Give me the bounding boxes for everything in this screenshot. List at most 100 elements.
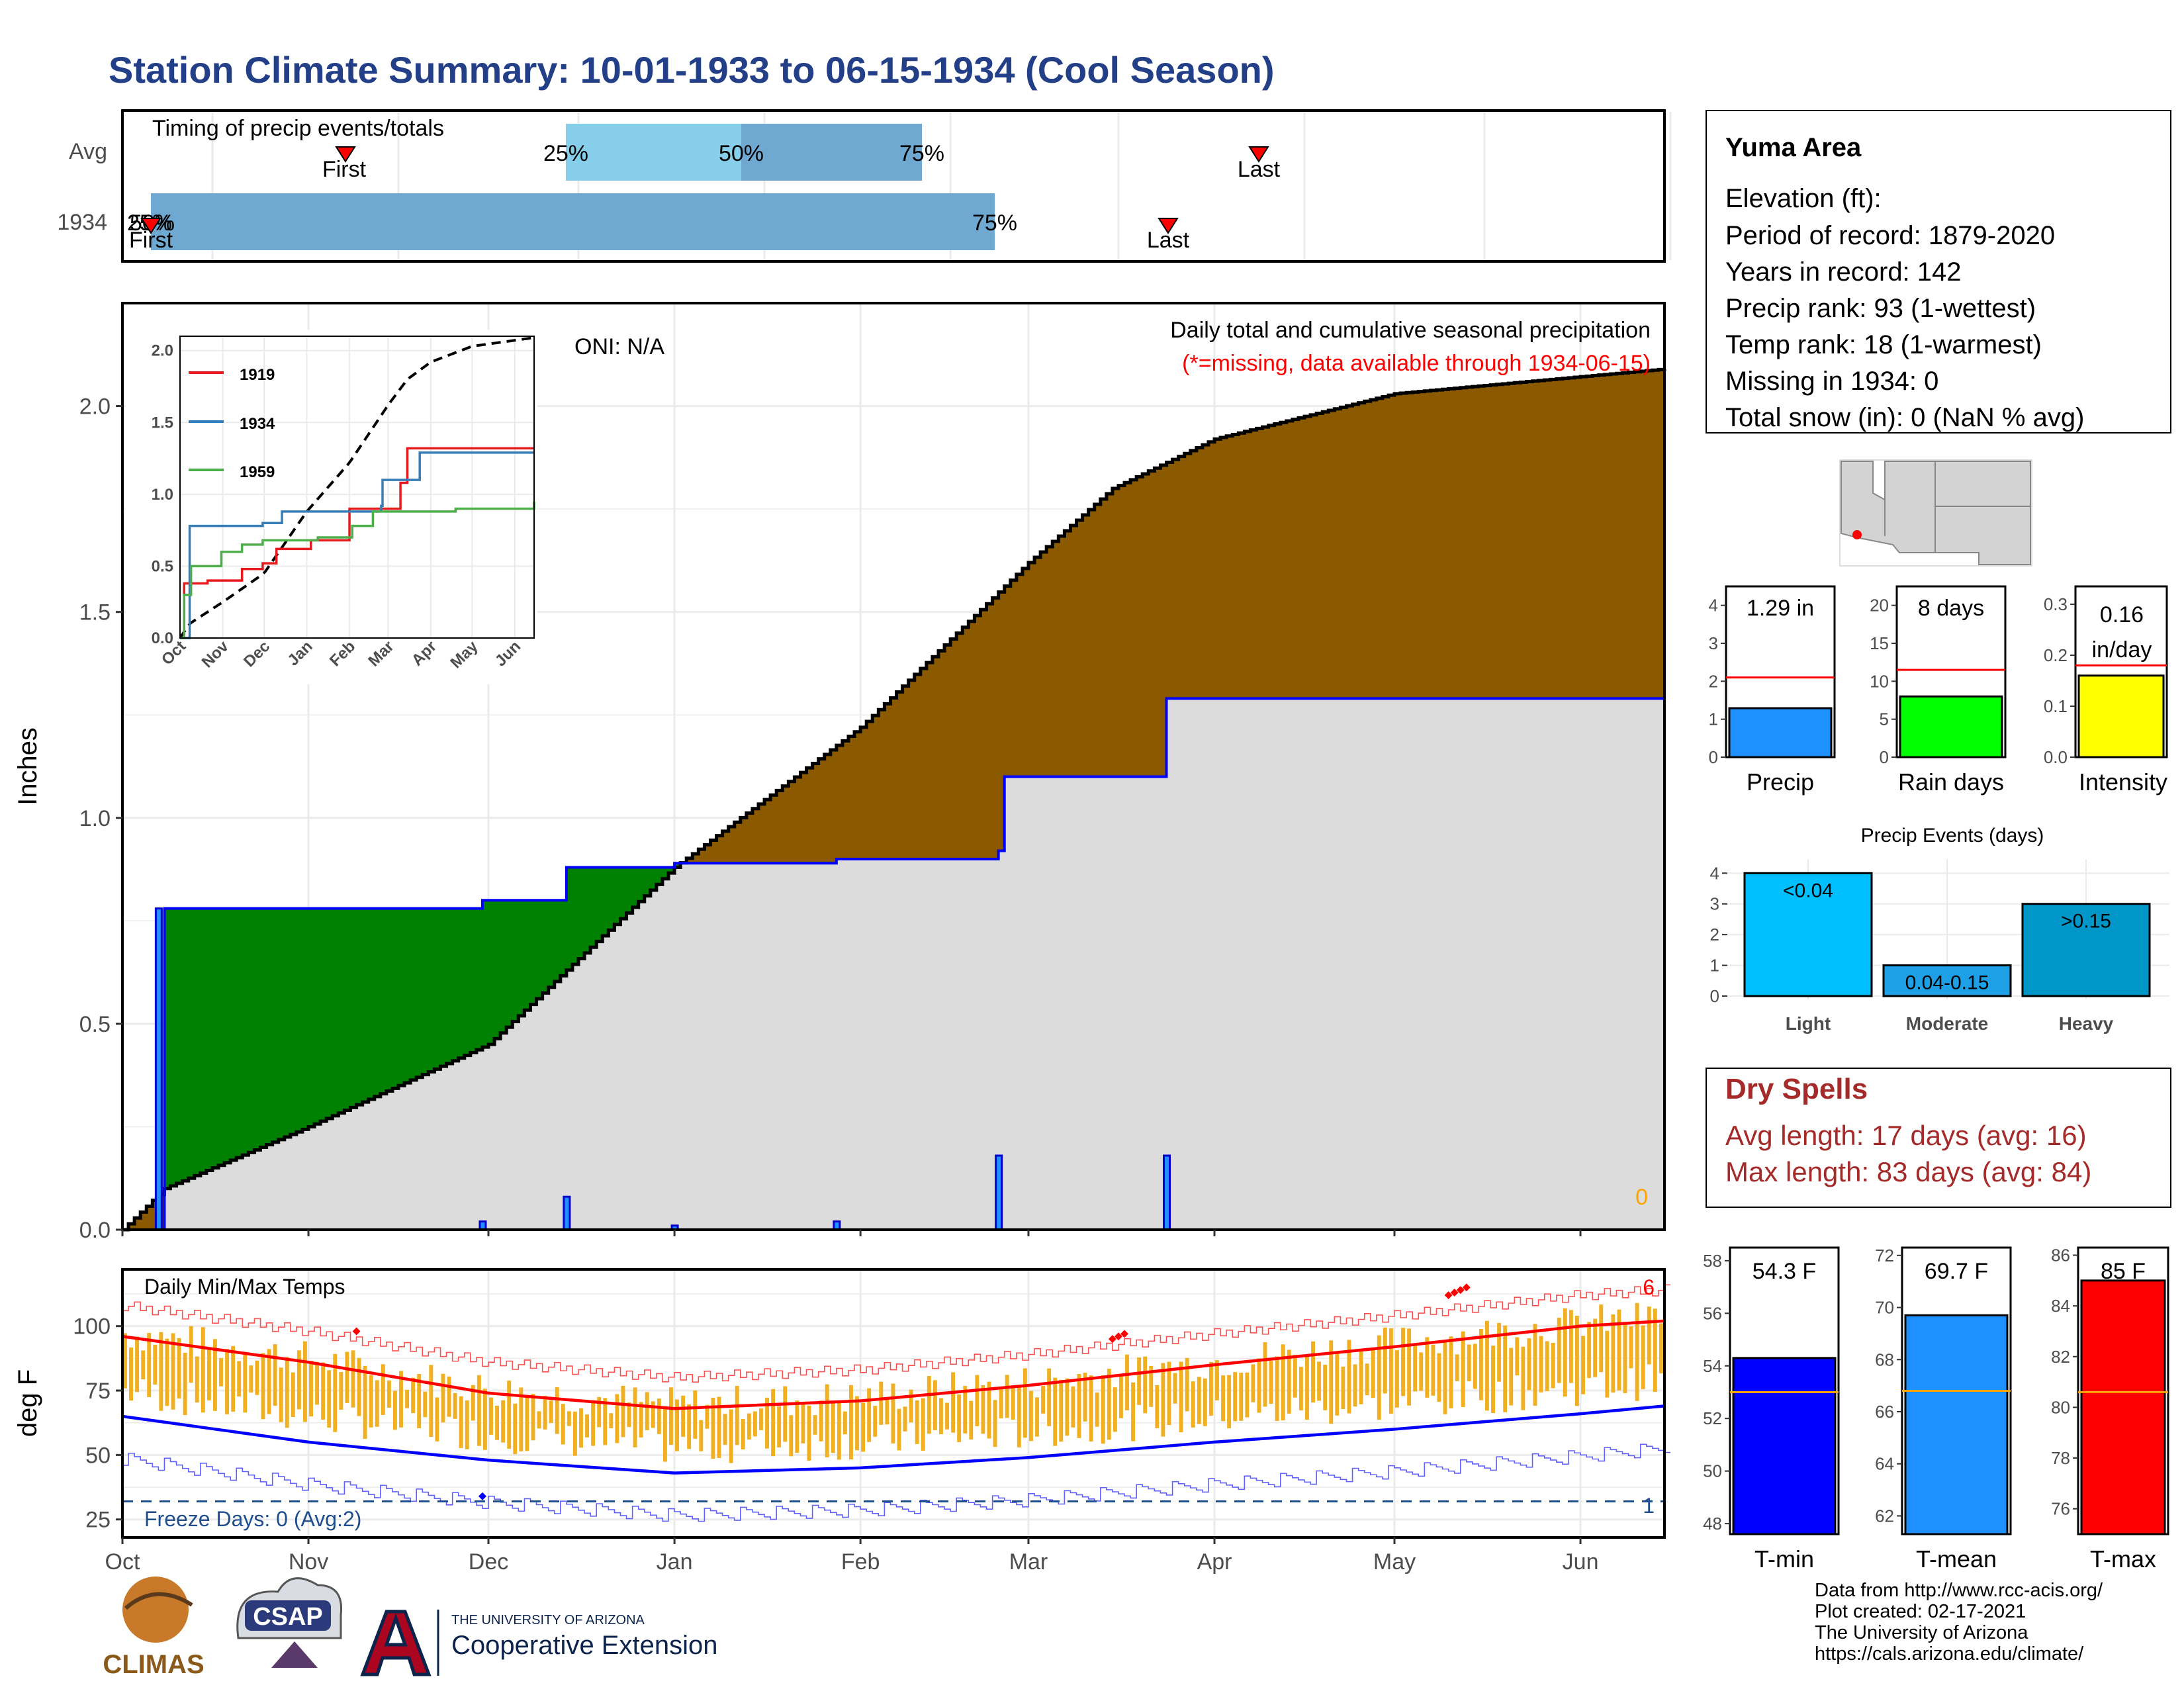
daily-temp-range-bar [1251, 1364, 1255, 1402]
daily-temp-range-bar [1185, 1357, 1189, 1412]
daily-temp-range-bar [897, 1408, 901, 1451]
daily-temp-range-bar [903, 1406, 907, 1432]
daily-temp-range-bar [1407, 1328, 1412, 1406]
locator-map [1839, 459, 2032, 567]
daily-temp-range-bar [717, 1396, 721, 1459]
daily-temp-range-bar [375, 1380, 379, 1427]
temp-ytick-label: 100 [73, 1314, 111, 1340]
daily-temp-range-bar [212, 1339, 217, 1411]
stat-tick-label: 72 [1875, 1246, 1894, 1265]
daily-temp-range-bar [477, 1375, 481, 1446]
daily-temp-range-bar [1239, 1373, 1244, 1421]
timing-row-avg: Avg [69, 139, 107, 164]
precip-total-chart: 1.29 in 0 1 2 3 4 Precip [1709, 585, 1836, 796]
daily-temp-range-bar [1335, 1353, 1340, 1416]
daily-temp-range-bar [1575, 1316, 1579, 1406]
daily-temp-range-bar [969, 1400, 974, 1440]
station-box [1706, 110, 2171, 434]
record-high-count: 6 [1643, 1275, 1655, 1299]
inset-ytick-label: 1.5 [152, 414, 173, 432]
daily-temp-range-bar [741, 1419, 745, 1449]
inset-line-1934 [180, 451, 534, 639]
intensity-chart: 0.16 in/day 0.0 0.1 0.2 0.3 Intensity [2044, 585, 2168, 796]
inset-ytick-label: 0.0 [152, 629, 173, 647]
ua-small-text: THE UNIVERSITY OF ARIZONA [451, 1613, 645, 1627]
daily-temp-range-bar [735, 1386, 739, 1445]
daily-temp-range-bar [1257, 1358, 1261, 1413]
ua-block-a-icon [360, 1610, 432, 1676]
daily-temp-range-bar [1509, 1348, 1514, 1406]
daily-temp-range-bar [1557, 1318, 1561, 1383]
daily-temp-range-bar [1137, 1357, 1142, 1405]
record-high-marker [1456, 1286, 1465, 1295]
ua-logo: THE UNIVERSITY OF ARIZONA Cooperative Ex… [360, 1610, 717, 1676]
daily-temp-range-bar [765, 1397, 769, 1449]
daily-temp-range-bar [327, 1370, 332, 1428]
daily-temp-range-bar [315, 1361, 320, 1405]
daily-temp-range-bar [1611, 1314, 1615, 1393]
daily-temp-range-bar [513, 1403, 518, 1454]
daily-temp-range-bar [1341, 1366, 1345, 1410]
stat-tick-label: 66 [1875, 1402, 1894, 1422]
timing-title: Timing of precip events/totals [152, 116, 444, 141]
daily-temp-range-bar [1017, 1385, 1021, 1448]
daily-temp-range-bar [1395, 1350, 1399, 1408]
timing-row-1934: 1934 [57, 210, 107, 235]
temp-xtick-label: Oct [105, 1549, 140, 1575]
stat-tick-label: 0 [1880, 747, 1889, 767]
daily-temp-range-bar [1083, 1373, 1087, 1422]
daily-temp-range-bar [1118, 1374, 1123, 1418]
stat-tick-label: 0.1 [2044, 696, 2068, 716]
daily-temp-range-bar [1485, 1320, 1489, 1411]
temp-xtick-label: Feb [841, 1549, 880, 1575]
station-period: Period of record: 1879-2020 [1725, 221, 2055, 250]
daily-temp-range-bar [333, 1353, 338, 1432]
record-high-marker [1450, 1289, 1459, 1297]
daily-temp-range-bar [999, 1389, 1003, 1419]
tmean-value: 69.7 F [1925, 1259, 1988, 1284]
daily-temp-range-bar [123, 1333, 127, 1389]
daily-temp-range-bar [495, 1405, 499, 1440]
tmean-chart: 69.7 F 62 64 66 68 70 72 T-mean [1875, 1246, 2012, 1573]
logos: CLIMAS CSAP THE UNIVERSITY OF ARIZONA Co… [103, 1577, 717, 1679]
daily-temp-range-bar [831, 1402, 835, 1453]
events-tick-label: 2 [1710, 925, 1719, 944]
daily-precip-bar [995, 1154, 1003, 1231]
daily-temp-range-bar [1215, 1360, 1219, 1400]
daily-temp-range-bar [459, 1396, 463, 1448]
daily-temp-range-bar [1388, 1328, 1393, 1414]
daily-temp-range-bar [141, 1350, 146, 1380]
daily-temp-range-bar [681, 1395, 686, 1438]
daily-temp-range-bar [555, 1387, 559, 1434]
daily-temp-range-bar [1545, 1341, 1549, 1391]
daily-temp-range-bar [171, 1333, 175, 1410]
temp-xtick-label: Jun [1563, 1549, 1599, 1575]
stat-tick-label: 80 [2051, 1397, 2070, 1417]
stat-tick-label: 58 [1703, 1251, 1722, 1271]
footer: Data from http://www.rcc-acis.org/ Plot … [1815, 1580, 2103, 1665]
daily-temp-range-bar [1293, 1354, 1297, 1398]
footer-line-2: Plot created: 02-17-2021 [1815, 1601, 2026, 1622]
daily-temp-range-bar [417, 1374, 422, 1429]
temp-ytick-label: 25 [85, 1508, 111, 1533]
precip-events-chart: Precip Events (days) <0.04 0.04-0.15 >0.15… [1710, 825, 2169, 1034]
record-high-line [122, 1284, 1671, 1383]
precip-ylabel: Inches [13, 727, 42, 805]
daily-temp-range-bar [189, 1326, 193, 1383]
inset-ytick-label: 2.0 [152, 342, 173, 360]
daily-temp-range-bar [1077, 1373, 1081, 1438]
daily-temp-range-bar [1449, 1336, 1453, 1408]
avg-p25-label: 25% [543, 141, 588, 166]
daily-temp-range-bar [879, 1381, 884, 1425]
daily-temp-range-bar [1527, 1338, 1531, 1391]
daily-temp-range-bar [849, 1385, 853, 1460]
temp-xtick-label: Nov [289, 1549, 328, 1575]
events-bar [2021, 903, 2151, 997]
precip-ytick-label: 1.5 [79, 600, 111, 625]
temp-xtick-label: Apr [1197, 1549, 1232, 1575]
daily-temp-range-bar [927, 1376, 931, 1434]
tmax-value: 85 F [2101, 1259, 2146, 1284]
rain-days-chart: 8 days 0 5 10 15 20 Rain days [1870, 585, 2007, 796]
temp-xtick-label: Dec [469, 1549, 508, 1575]
daily-temp-range-bar [1107, 1369, 1111, 1440]
